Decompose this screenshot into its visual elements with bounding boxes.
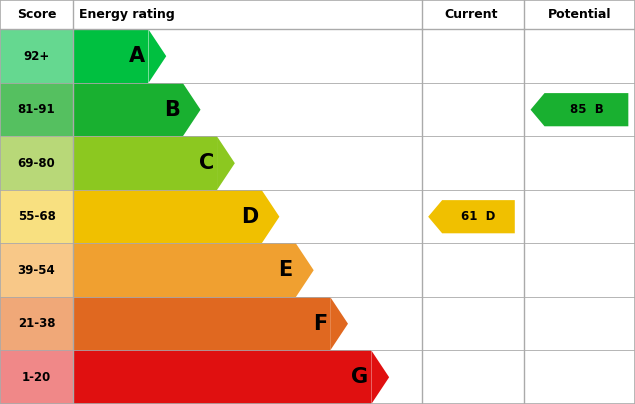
Bar [73,190,262,244]
Bar [348,297,416,351]
Bar [0,351,73,404]
Bar [0,297,73,351]
Text: Potential: Potential [547,8,611,21]
Bar [166,29,416,83]
Text: A: A [129,46,145,66]
Polygon shape [296,244,314,297]
Text: F: F [313,314,327,334]
Text: 61  D: 61 D [461,210,496,223]
Bar [524,190,635,244]
Bar [422,351,521,404]
Polygon shape [217,137,235,190]
Polygon shape [262,190,279,244]
Bar [524,137,635,190]
Text: 55-68: 55-68 [18,210,55,223]
Polygon shape [330,297,348,351]
Bar [73,297,330,351]
Bar [235,137,416,190]
Bar [73,244,296,297]
Text: E: E [279,260,293,280]
Bar [422,83,521,137]
Bar [73,351,371,404]
Bar [73,137,217,190]
Bar [0,190,73,244]
Bar [0,0,635,29]
Bar [389,351,416,404]
Bar [524,297,635,351]
Text: Energy rating: Energy rating [79,8,175,21]
Text: C: C [199,153,214,173]
Text: Current: Current [444,8,498,21]
Text: 21-38: 21-38 [18,317,55,330]
Text: Score: Score [17,8,57,21]
Bar [422,29,521,83]
Text: G: G [351,367,368,387]
Bar [524,351,635,404]
Text: 39-54: 39-54 [18,264,55,277]
Bar [73,83,183,137]
Polygon shape [149,29,166,83]
Text: 81-91: 81-91 [18,103,55,116]
Text: 85  B: 85 B [570,103,603,116]
Text: B: B [164,100,180,120]
Polygon shape [183,83,201,137]
Text: 69-80: 69-80 [18,157,55,170]
Polygon shape [428,200,515,233]
Bar [422,190,521,244]
Bar [422,244,521,297]
Bar [0,244,73,297]
Polygon shape [530,93,628,126]
Text: 1-20: 1-20 [22,371,51,384]
Bar [524,29,635,83]
Bar [422,297,521,351]
Bar [0,137,73,190]
Bar [422,137,521,190]
Polygon shape [371,351,389,404]
Bar [524,244,635,297]
Text: 92+: 92+ [23,50,50,63]
Bar [0,29,73,83]
Bar [279,190,416,244]
Bar [201,83,416,137]
Bar [314,244,416,297]
Bar [73,29,149,83]
Text: D: D [241,207,258,227]
Bar [524,83,635,137]
Bar [0,83,73,137]
